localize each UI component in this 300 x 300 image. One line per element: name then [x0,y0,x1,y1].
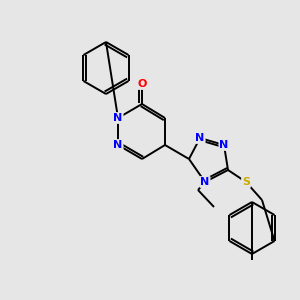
Text: N: N [195,133,205,143]
Text: N: N [113,140,123,150]
Text: S: S [242,177,250,187]
Text: N: N [200,177,210,187]
Text: N: N [113,113,123,123]
Text: N: N [219,140,229,150]
Text: O: O [137,79,147,89]
